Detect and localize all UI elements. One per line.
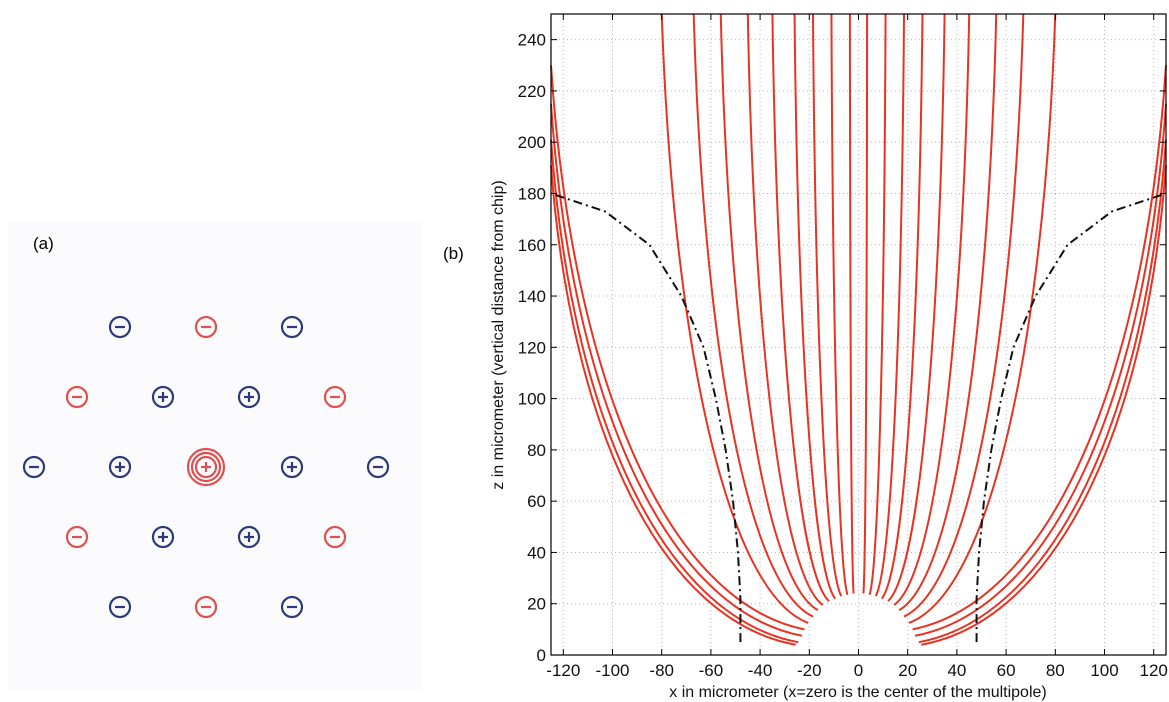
field-line: [550, 139, 799, 644]
electrode-negative: [108, 315, 132, 339]
electrode-negative: [280, 315, 304, 339]
x-tick-label: -80: [649, 661, 674, 680]
field-line: [746, 13, 824, 606]
x-tick-label: -60: [699, 661, 724, 680]
electrode-positive: [237, 385, 261, 409]
electrode-negative: [366, 455, 390, 479]
field-line: [660, 13, 809, 624]
electrode-negative: [280, 595, 304, 619]
field-line: [908, 13, 1057, 624]
field-line: [793, 13, 836, 600]
electrode-positive: [151, 525, 175, 549]
electrode-negative: [323, 385, 347, 409]
field-line: [903, 13, 1025, 618]
electrode-negative: [194, 315, 218, 339]
x-tick-label: -100: [595, 661, 629, 680]
electrode-negative: [108, 595, 132, 619]
boundary-line: [975, 192, 1167, 643]
field-line: [914, 103, 1167, 637]
field-line: [550, 103, 803, 637]
y-axis-label: z in micrometer (vertical distance from …: [490, 180, 507, 489]
y-tick-label: 200: [518, 133, 546, 152]
y-tick-label: 100: [518, 390, 546, 409]
boundary-line: [550, 192, 742, 643]
x-tick-label: -40: [748, 661, 773, 680]
y-axis-ticks: 0 20 40 60 80 100 120 140 160 180 200 220 240: [518, 31, 1166, 665]
y-tick-label: 120: [518, 338, 546, 357]
y-tick-label: 20: [527, 595, 546, 614]
x-tick-label: 0: [854, 661, 863, 680]
electrode-negative: [323, 525, 347, 549]
field-line: [719, 13, 819, 612]
y-tick-label: 160: [518, 236, 546, 255]
panel-a-label: (a): [33, 234, 54, 253]
electrode-positive: [186, 447, 226, 487]
field-line: [918, 139, 1167, 644]
electrode-negative: [65, 385, 89, 409]
x-tick-label: 80: [1046, 661, 1065, 680]
field-line: [862, 13, 869, 594]
x-axis-ticks: -120 -100 -80 -60 -40 -20 0 20 40 60 80 100 120: [546, 14, 1168, 680]
boundary-lines: [550, 192, 1167, 643]
x-tick-label: 40: [947, 661, 966, 680]
x-tick-label: 20: [898, 661, 917, 680]
electrode-positive: [151, 385, 175, 409]
x-tick-label: 60: [997, 661, 1016, 680]
field-line: [771, 13, 830, 602]
electrode-negative: [194, 595, 218, 619]
x-tick-label: -20: [797, 661, 822, 680]
field-line: [830, 13, 849, 596]
field-line: [848, 13, 855, 594]
field-line: [921, 165, 1167, 646]
y-tick-label: 220: [518, 82, 546, 101]
field-line: [811, 13, 843, 597]
y-tick-label: 60: [527, 492, 546, 511]
electrode-positive: [280, 455, 304, 479]
electrode-group: [22, 315, 390, 619]
field-line: [868, 13, 887, 596]
y-tick-label: 40: [527, 543, 546, 562]
field-lines: [550, 13, 1167, 646]
electrode-positive: [108, 455, 132, 479]
x-tick-label: -120: [546, 661, 580, 680]
y-tick-label: 0: [537, 646, 546, 665]
panel-a-multipole-photo: (a): [8, 222, 422, 690]
x-tick-label: 100: [1090, 661, 1118, 680]
field-line: [881, 13, 924, 600]
electrode-negative: [22, 455, 46, 479]
x-tick-label: 120: [1140, 661, 1168, 680]
panel-b-label: (b): [443, 244, 464, 263]
electrode-positive: [237, 525, 261, 549]
x-axis-label: x in micrometer (x=zero is the center of…: [669, 684, 1046, 701]
field-line: [550, 65, 805, 631]
electrode-negative: [65, 525, 89, 549]
y-tick-label: 80: [527, 441, 546, 460]
y-tick-label: 140: [518, 287, 546, 306]
field-line: [912, 65, 1167, 631]
field-line: [692, 13, 814, 618]
field-line: [874, 13, 906, 597]
field-line: [893, 13, 971, 606]
multipole-electrode-array: (a): [22, 234, 390, 619]
y-tick-label: 240: [518, 31, 546, 50]
y-tick-label: 180: [518, 184, 546, 203]
field-line: [898, 13, 998, 612]
chart-grid: [551, 14, 1166, 656]
field-line: [550, 165, 796, 646]
field-line: [887, 13, 946, 602]
